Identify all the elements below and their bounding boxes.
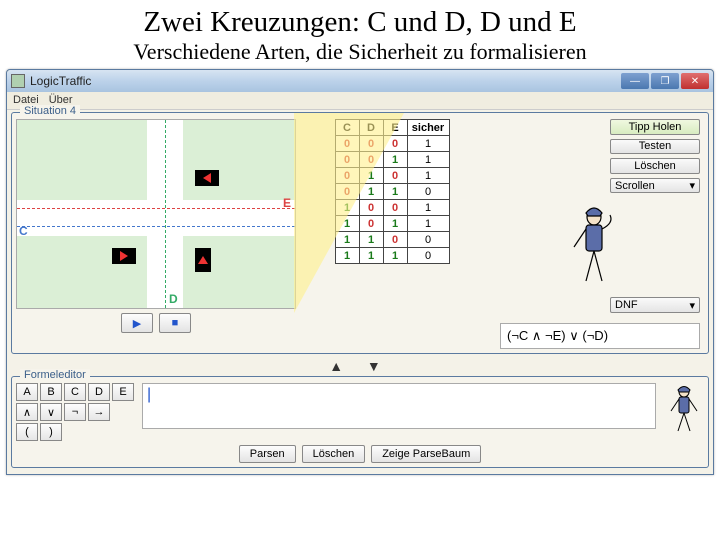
menubar: Datei Über (7, 92, 713, 110)
minimize-button[interactable]: — (621, 73, 649, 89)
play-button[interactable]: ▶ (121, 313, 153, 333)
formula-display: (¬C ∧ ¬E) ∨ (¬D) (500, 323, 700, 349)
table-row[interactable]: 1110 (335, 248, 449, 264)
th-D: D (359, 120, 383, 136)
parsen-button[interactable]: Parsen (239, 445, 296, 463)
table-row[interactable]: 1001 (335, 200, 449, 216)
stop-button[interactable]: ■ (159, 313, 191, 333)
truth-table: C D E sicher 000100110101011010011011110… (335, 119, 450, 264)
app-icon (11, 74, 25, 88)
symbol-C[interactable]: C (64, 383, 86, 401)
table-row[interactable]: 0001 (335, 136, 449, 152)
policeman-figure (564, 203, 624, 293)
lane-label-E: E (283, 196, 291, 210)
chevron-down-icon: ▾ (689, 179, 695, 192)
titlebar: LogicTraffic — ❐ ✕ (7, 70, 713, 92)
formula-input[interactable]: | (142, 383, 656, 429)
formel-editor-group: Formeleditor ABCDE∧∨¬→() | Parsen Lösche… (11, 376, 709, 468)
symbol-¬[interactable]: ¬ (64, 403, 86, 421)
app-window: LogicTraffic — ❐ ✕ Datei Über Situation … (6, 69, 714, 475)
slide-title: Zwei Kreuzungen: C und D, D und E (0, 0, 720, 39)
traffic-light-2 (112, 248, 136, 264)
symbol-)[interactable]: ) (40, 423, 62, 441)
symbol-∧[interactable]: ∧ (16, 403, 38, 421)
testen-button[interactable]: Testen (610, 139, 700, 155)
symbol-B[interactable]: B (40, 383, 62, 401)
tipp-button[interactable]: Tipp Holen (610, 119, 700, 135)
window-title: LogicTraffic (30, 74, 91, 88)
chevron-down-icon: ▾ (689, 299, 695, 312)
policeman-figure-small (664, 383, 704, 433)
table-row[interactable]: 0101 (335, 168, 449, 184)
scrollen-dropdown[interactable]: Scrollen▾ (610, 178, 700, 194)
formel-editor-label: Formeleditor (20, 369, 90, 381)
table-row[interactable]: 1100 (335, 232, 449, 248)
slide-subtitle: Verschiedene Arten, die Sicherheit zu fo… (0, 39, 720, 69)
lane-label-C: C (19, 224, 28, 238)
symbol-palette: ABCDE ∧∨¬→ () (16, 383, 134, 441)
table-row[interactable]: 0110 (335, 184, 449, 200)
symbol-([interactable]: ( (16, 423, 38, 441)
dnf-dropdown[interactable]: DNF▾ (610, 297, 700, 313)
situation-label: Situation 4 (20, 105, 80, 117)
scroll-arrows[interactable]: ▲ ▼ (11, 356, 709, 376)
table-row[interactable]: 1011 (335, 216, 449, 232)
lane-label-D: D (169, 292, 178, 306)
situation-group: Situation 4 E C D (11, 112, 709, 354)
intersection-diagram: E C D (16, 119, 296, 309)
th-E: E (383, 120, 407, 136)
loeschen-button-2[interactable]: Löschen (302, 445, 366, 463)
loeschen-button[interactable]: Löschen (610, 158, 700, 174)
close-button[interactable]: ✕ (681, 73, 709, 89)
symbol-D[interactable]: D (88, 383, 110, 401)
table-row[interactable]: 0011 (335, 152, 449, 168)
symbol-→[interactable]: → (88, 403, 110, 421)
symbol-A[interactable]: A (16, 383, 38, 401)
symbol-∨[interactable]: ∨ (40, 403, 62, 421)
symbol-E[interactable]: E (112, 383, 134, 401)
th-sicher: sicher (407, 120, 449, 136)
maximize-button[interactable]: ❐ (651, 73, 679, 89)
traffic-light-3 (195, 248, 211, 272)
th-C: C (335, 120, 359, 136)
traffic-light-1 (195, 170, 219, 186)
parsebaum-button[interactable]: Zeige ParseBaum (371, 445, 481, 463)
